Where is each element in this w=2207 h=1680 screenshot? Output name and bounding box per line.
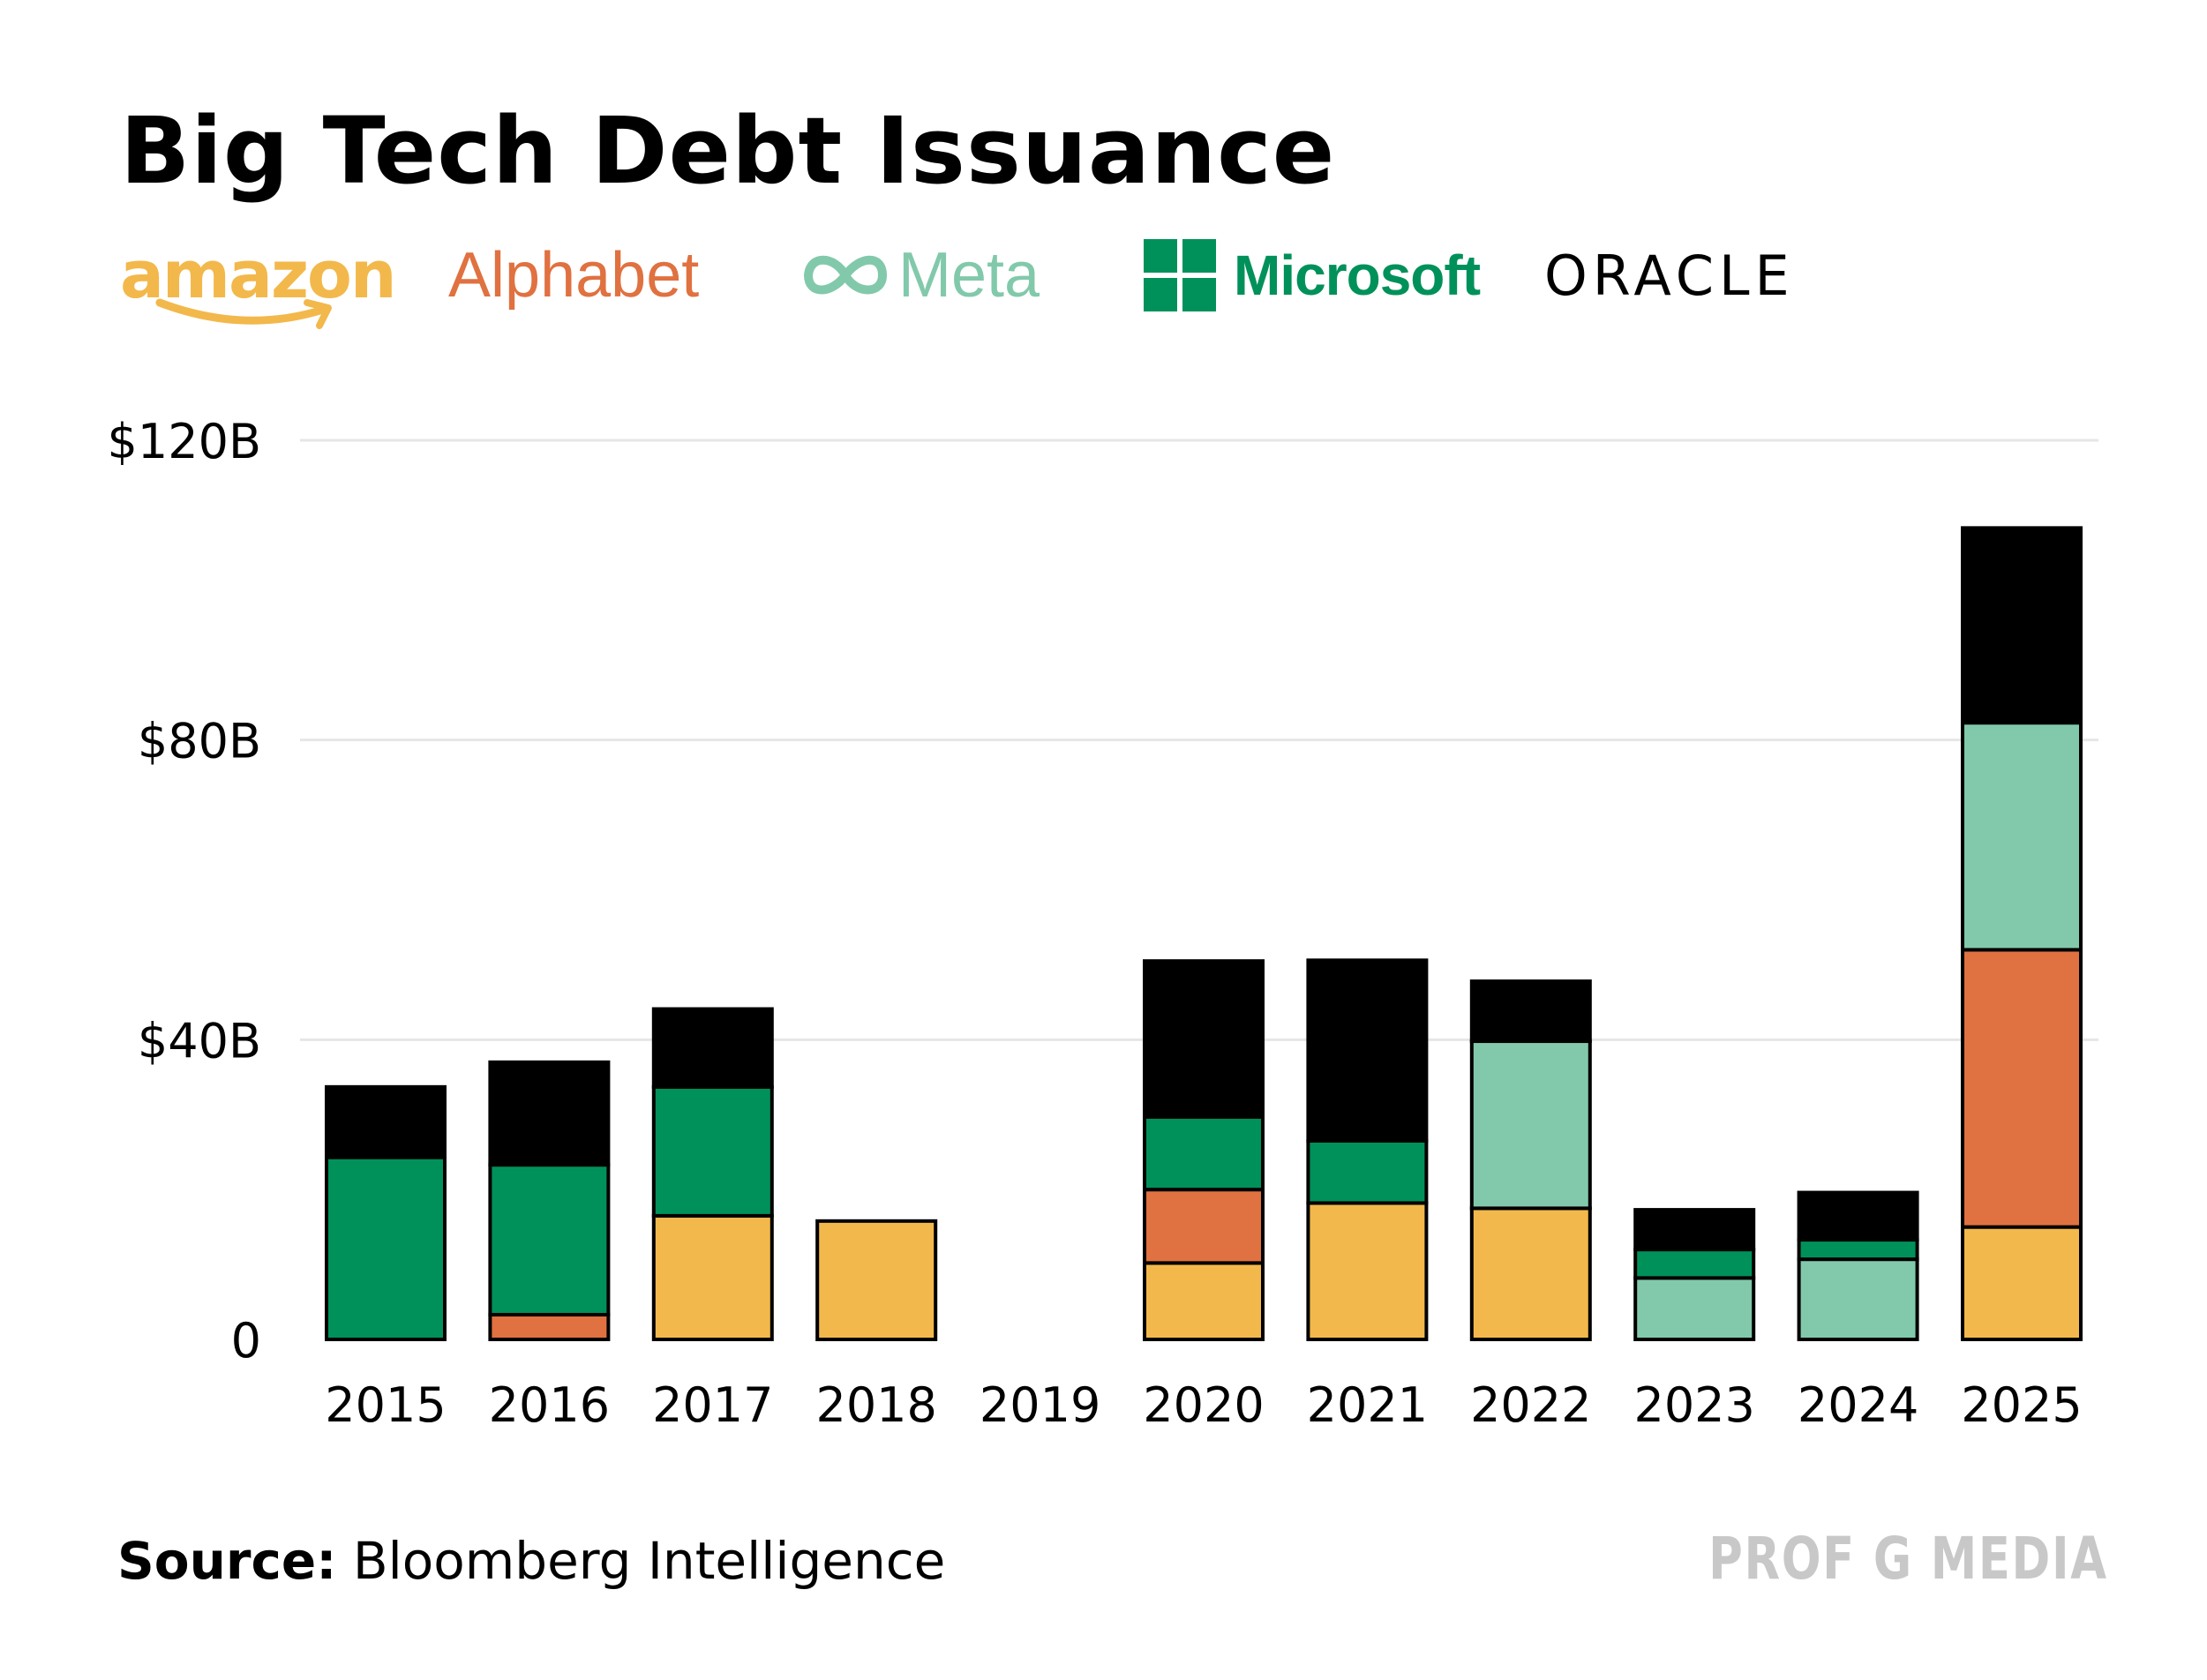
bar-segment-oracle-2025 [1961,526,2083,725]
x-tick-label: 2023 [1633,1377,1754,1433]
x-tick-label: 2018 [815,1377,936,1433]
bar-segment-oracle-2022 [1469,979,1592,1044]
x-tick-label: 2021 [1307,1377,1428,1433]
bar-segment-oracle-2024 [1797,1190,1919,1242]
bar-segment-microsoft-2021 [1306,1138,1429,1205]
bar-segment-microsoft-2023 [1633,1248,1756,1280]
bar-segment-meta-2025 [1961,721,2083,952]
bar-segment-amazon-2021 [1306,1201,1429,1341]
gridlines [300,439,2098,1041]
x-tick-label: 2022 [1470,1377,1591,1433]
bar-segment-microsoft-2024 [1797,1238,1919,1262]
bar-chart: 0 $40B $80B $120B 2015 2016 2017 2018 2019 2020 20… [108,414,2098,1433]
x-tick-label: 2024 [1798,1377,1918,1433]
bar-segment-meta-2022 [1469,1039,1592,1211]
legend-label-alphabet: Alphabet [448,240,700,311]
bar-segment-amazon-2022 [1469,1206,1592,1342]
x-tick-label: 2016 [489,1377,610,1433]
watermark-logo: PROF G MEDIA [1708,1525,2108,1593]
bar-segment-amazon-2025 [1961,1225,2083,1341]
bar-segment-microsoft-2016 [488,1163,611,1316]
bar-segment-oracle-2020 [1143,959,1265,1119]
legend-label-oracle: ORACLE [1544,243,1795,308]
legend-item-alphabet: Alphabet [448,231,699,319]
x-tick-label: 2025 [1961,1377,2082,1433]
y-tick-label: $120B [108,414,261,469]
y-tick-label: $40B [138,1013,261,1069]
bar-segment-amazon-2018 [815,1219,938,1341]
bar-segment-meta-2024 [1797,1257,1919,1341]
legend-item-meta: Meta [801,231,1040,319]
bar-segment-oracle-2023 [1633,1208,1756,1252]
bar-segment-meta-2023 [1633,1276,1756,1341]
legend-label-amazon: amazon [120,237,397,313]
bar-segment-amazon-2020 [1143,1261,1265,1342]
bar-segment-alphabet-2016 [488,1312,611,1342]
bars [325,526,2083,1342]
bar-segment-oracle-2016 [488,1060,611,1167]
legend-label-microsoft: Microsoft [1234,244,1481,307]
bar-segment-oracle-2015 [325,1084,447,1159]
bar-segment-oracle-2017 [651,1007,774,1089]
bar-segment-amazon-2017 [651,1213,774,1341]
bar-segment-microsoft-2017 [651,1084,774,1218]
axis-labels: 0 $40B $80B $120B 2015 2016 2017 2018 2019 2020 20… [108,414,2083,1433]
amazon-smile-icon [155,298,332,329]
x-tick-label: 2015 [325,1377,446,1433]
x-tick-label: 2017 [652,1377,773,1433]
chart-title: Big Tech Debt Issuance [120,97,1336,205]
bar-segment-microsoft-2020 [1143,1114,1265,1192]
legend-item-oracle: ORACLE [1544,231,1795,319]
source-text: Bloomberg Intelligence [352,1531,946,1591]
legend-item-amazon: amazon [120,231,397,329]
y-tick-label: 0 [231,1313,261,1369]
source-note: Source: Bloomberg Intelligence [117,1531,945,1591]
legend-label-meta: Meta [898,240,1040,311]
bar-segment-alphabet-2025 [1961,948,2083,1229]
bar-segment-microsoft-2015 [325,1155,447,1341]
source-label: Source: [117,1531,337,1591]
x-tick-label: 2020 [1143,1377,1264,1433]
legend-item-microsoft: Microsoft [1144,231,1481,319]
bar-segment-oracle-2021 [1306,958,1429,1143]
meta-infinity-icon [804,255,887,295]
y-tick-label: $80B [138,714,261,769]
bar-segment-alphabet-2020 [1143,1188,1265,1265]
x-tick-label: 2019 [980,1377,1100,1433]
microsoft-windows-icon [1144,239,1216,311]
